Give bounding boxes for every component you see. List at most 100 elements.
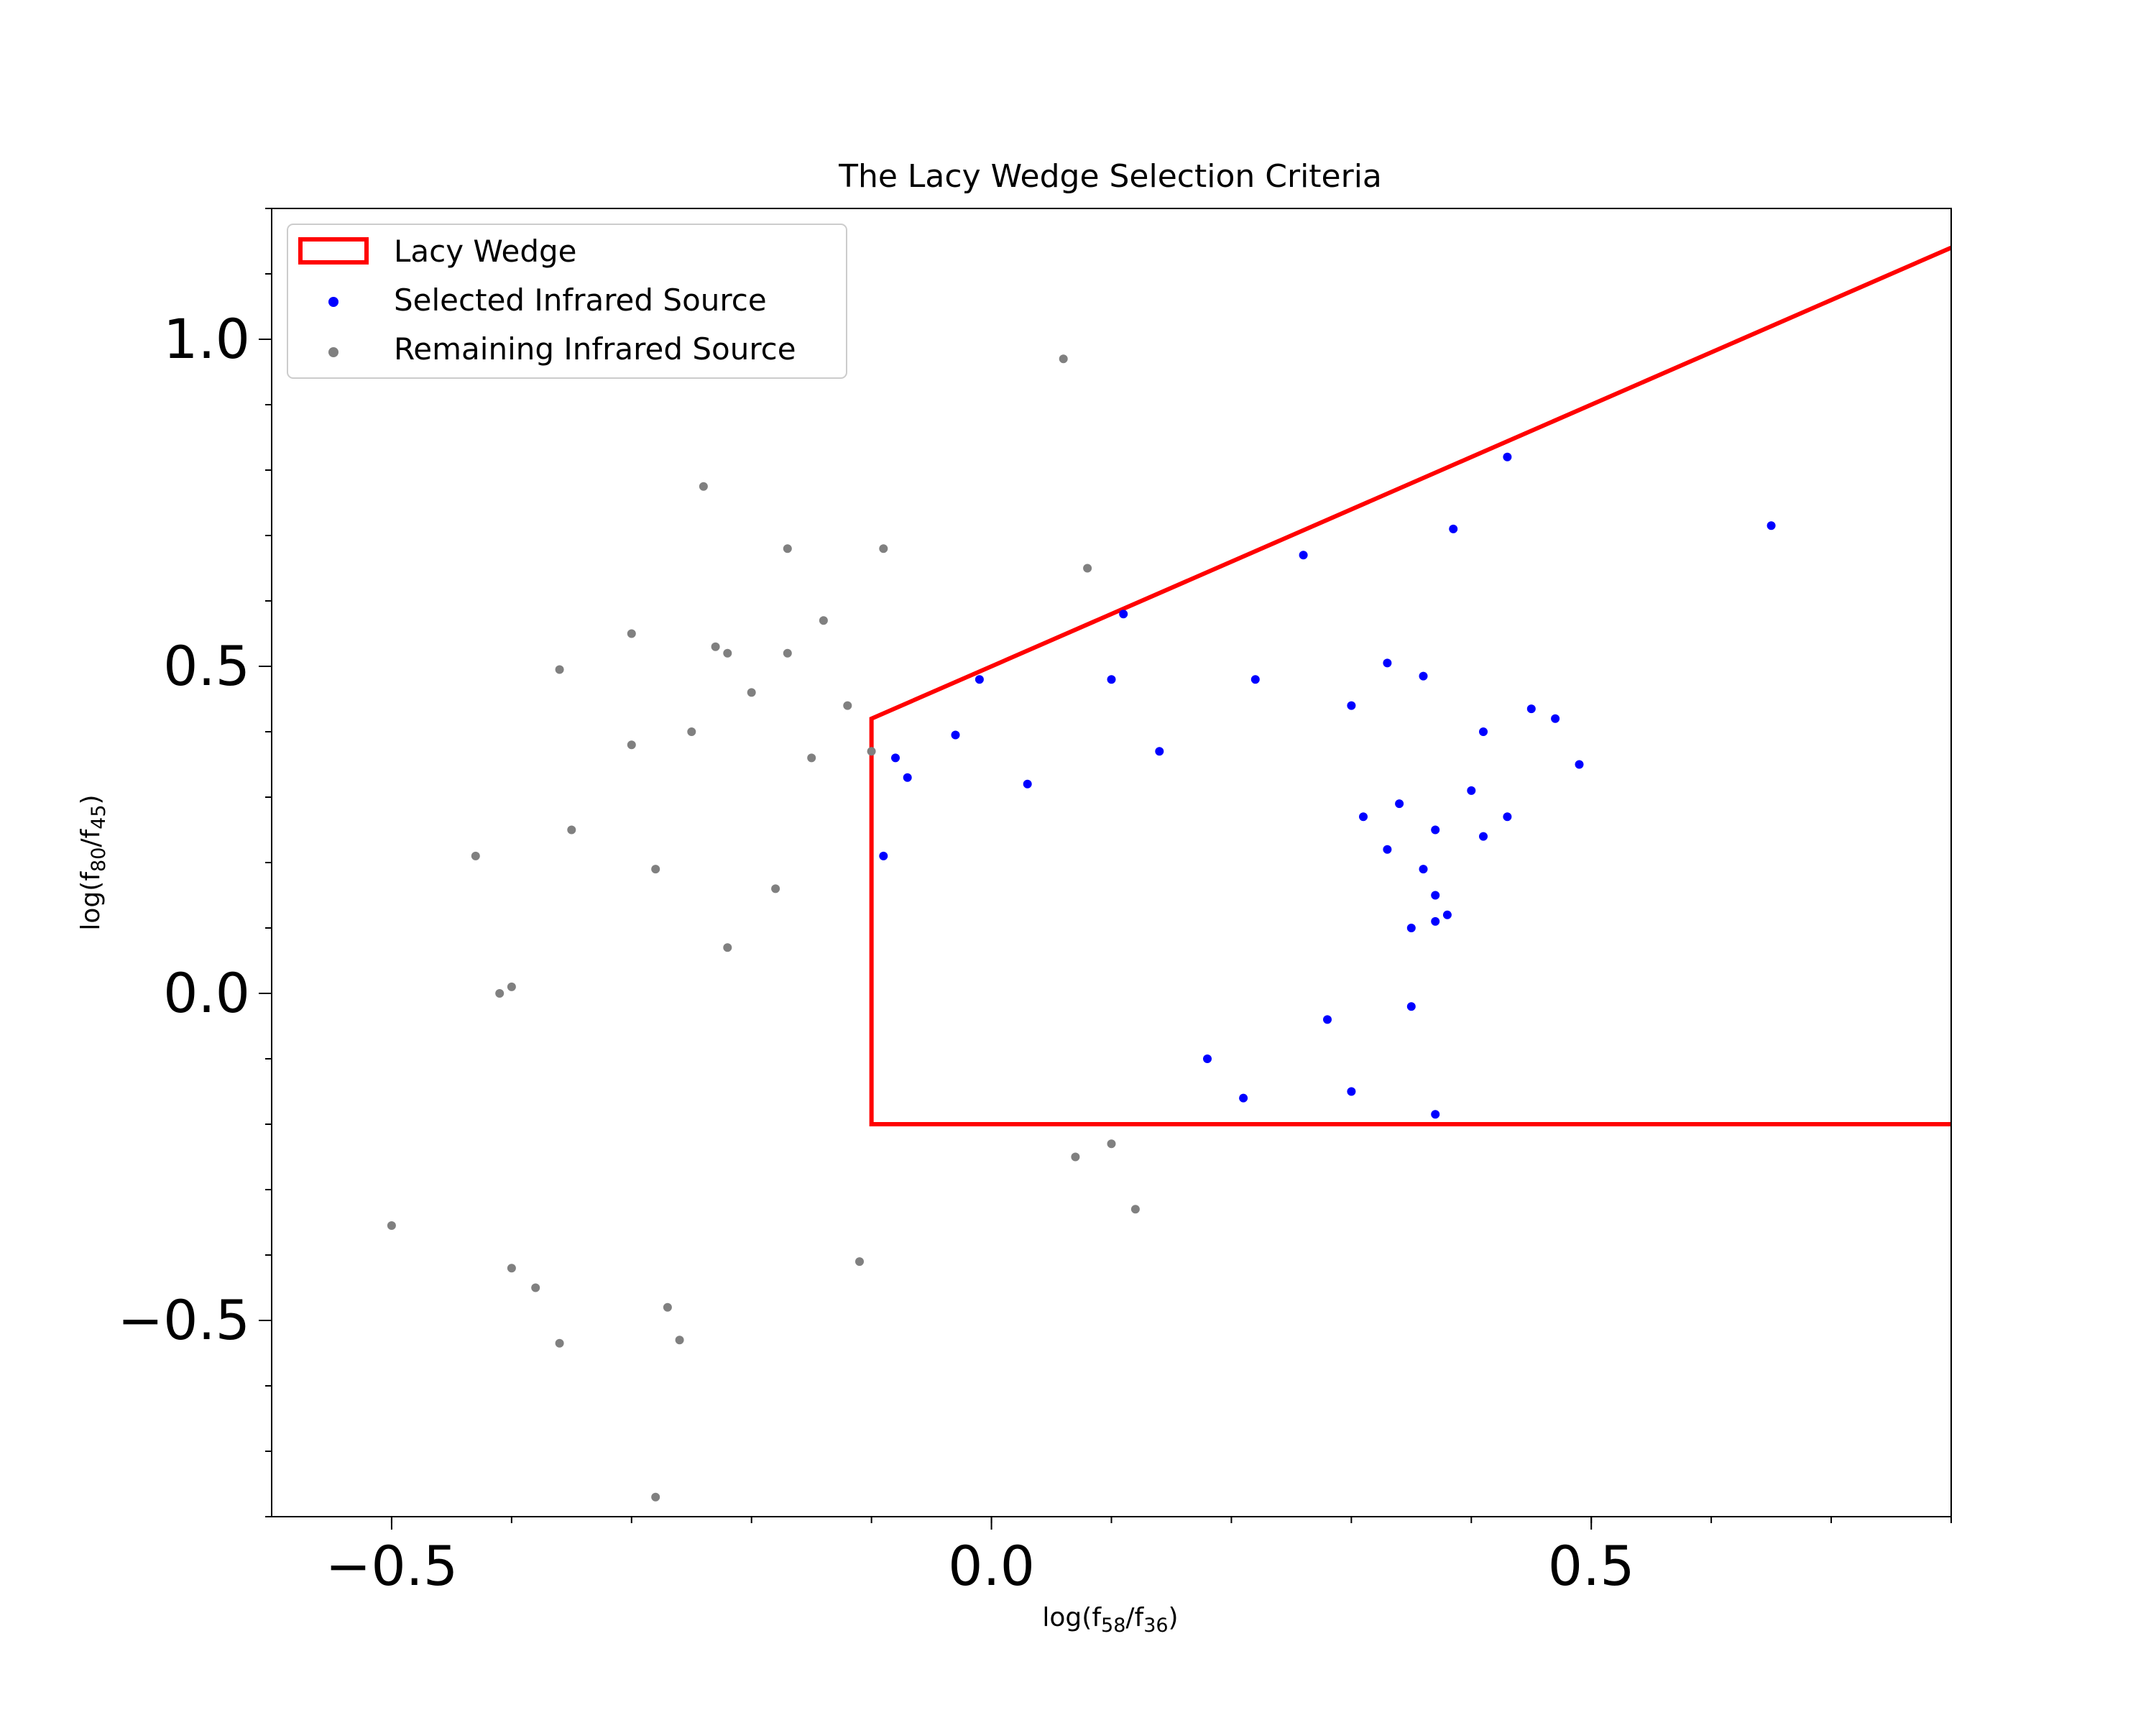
lacy-wedge-boundary bbox=[869, 245, 1953, 1126]
remaining-point bbox=[1083, 564, 1092, 573]
remaining-points-layer bbox=[387, 354, 1140, 1502]
selected-point bbox=[1406, 924, 1416, 932]
remaining-point bbox=[471, 851, 480, 860]
y-axis-label: log(f80/f45) bbox=[76, 794, 110, 930]
remaining-point bbox=[699, 482, 708, 491]
remaining-point bbox=[555, 1338, 564, 1348]
remaining-point bbox=[687, 727, 696, 736]
selected-point bbox=[1347, 1087, 1356, 1096]
selected-point bbox=[1431, 891, 1440, 900]
selected-point bbox=[1395, 799, 1404, 809]
remaining-point bbox=[771, 884, 780, 893]
remaining-point bbox=[1130, 1205, 1140, 1214]
x-axis-ticks: −0.5 0.0 0.5 bbox=[326, 1517, 1952, 1598]
remaining-point bbox=[747, 688, 756, 697]
legend-remaining-marker bbox=[328, 347, 338, 357]
remaining-point bbox=[1059, 354, 1068, 364]
selected-point bbox=[1551, 714, 1560, 723]
remaining-point bbox=[567, 825, 576, 835]
y-tick-label: 1.0 bbox=[163, 307, 250, 371]
y-axis-ticks: −0.5 0.0 0.5 1.0 bbox=[117, 208, 272, 1517]
selected-point bbox=[1250, 675, 1260, 684]
legend-remaining-label: Remaining Infrared Source bbox=[394, 331, 796, 367]
selected-point bbox=[1419, 671, 1428, 681]
selected-point bbox=[1479, 727, 1488, 736]
selected-point bbox=[1203, 1054, 1212, 1063]
x-tick-label: −0.5 bbox=[326, 1534, 459, 1598]
selected-point bbox=[1239, 1093, 1248, 1103]
selected-point bbox=[1431, 825, 1440, 835]
remaining-point bbox=[507, 1264, 516, 1273]
selected-point bbox=[1467, 786, 1476, 795]
selected-point bbox=[1766, 521, 1776, 530]
remaining-point bbox=[507, 982, 516, 991]
remaining-point bbox=[627, 740, 636, 750]
selected-point bbox=[1383, 845, 1392, 854]
selected-point bbox=[1299, 551, 1308, 560]
selected-point bbox=[903, 773, 912, 782]
x-tick-label: 0.5 bbox=[1548, 1534, 1635, 1598]
selected-point bbox=[1479, 832, 1488, 841]
selected-point bbox=[951, 730, 960, 740]
legend-box bbox=[287, 224, 847, 379]
remaining-point bbox=[651, 1492, 660, 1502]
legend: Lacy Wedge Selected Infrared Source Rema… bbox=[287, 224, 847, 379]
y-tick-label: −0.5 bbox=[117, 1288, 250, 1352]
remaining-point bbox=[723, 648, 732, 658]
selected-point bbox=[1347, 701, 1356, 710]
lacy-wedge-layer bbox=[869, 245, 1953, 1126]
remaining-point bbox=[867, 747, 876, 756]
remaining-point bbox=[555, 665, 564, 674]
remaining-point bbox=[843, 701, 852, 710]
remaining-point bbox=[387, 1221, 396, 1230]
selected-point bbox=[1503, 452, 1512, 461]
selected-point bbox=[1503, 812, 1512, 822]
selected-point bbox=[1419, 865, 1428, 874]
remaining-point bbox=[675, 1336, 684, 1345]
selected-point bbox=[1023, 779, 1032, 789]
x-axis-label: log(f58/f36) bbox=[1042, 1603, 1178, 1637]
selected-point bbox=[1359, 812, 1368, 822]
legend-wedge-swatch bbox=[298, 237, 369, 265]
legend-selected-label: Selected Infrared Source bbox=[394, 282, 767, 318]
remaining-point bbox=[627, 629, 636, 638]
selected-point bbox=[1107, 675, 1116, 684]
remaining-point bbox=[711, 642, 720, 651]
remaining-point bbox=[819, 616, 828, 625]
remaining-point bbox=[1071, 1152, 1080, 1162]
y-tick-label: 0.5 bbox=[163, 634, 250, 698]
selected-point bbox=[1526, 704, 1536, 714]
selected-point bbox=[1119, 610, 1128, 619]
remaining-point bbox=[783, 648, 792, 658]
plot-frame bbox=[271, 208, 1952, 1517]
selected-point bbox=[891, 753, 900, 763]
selected-point bbox=[1575, 760, 1584, 769]
remaining-point bbox=[495, 989, 505, 998]
selected-point bbox=[1155, 747, 1164, 756]
remaining-point bbox=[531, 1283, 540, 1292]
legend-wedge-label: Lacy Wedge bbox=[394, 234, 577, 269]
y-tick-label: 0.0 bbox=[163, 961, 250, 1025]
chart-title: The Lacy Wedge Selection Criteria bbox=[838, 158, 1382, 195]
remaining-point bbox=[651, 865, 660, 874]
selected-point bbox=[1383, 658, 1392, 668]
remaining-point bbox=[855, 1257, 864, 1267]
remaining-point bbox=[879, 544, 888, 553]
selected-point bbox=[1442, 910, 1452, 919]
selected-point bbox=[1449, 524, 1458, 533]
selected-point bbox=[879, 851, 888, 860]
selected-point bbox=[1406, 1002, 1416, 1011]
selected-point bbox=[1323, 1015, 1332, 1024]
selected-point bbox=[1431, 916, 1440, 926]
remaining-point bbox=[783, 544, 792, 553]
remaining-point bbox=[723, 943, 732, 952]
x-tick-label: 0.0 bbox=[948, 1534, 1035, 1598]
legend-selected-marker bbox=[328, 297, 338, 307]
remaining-point bbox=[663, 1302, 672, 1312]
selected-points-layer bbox=[879, 452, 1776, 1119]
selected-point bbox=[1431, 1110, 1440, 1119]
remaining-point bbox=[1107, 1139, 1116, 1149]
remaining-point bbox=[807, 753, 816, 763]
